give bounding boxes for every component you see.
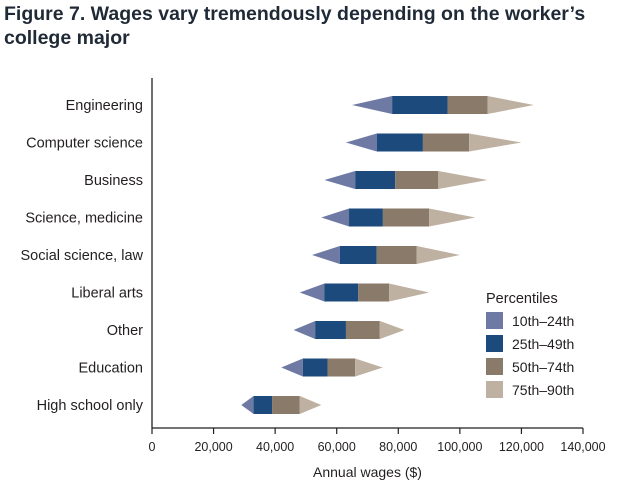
segment-p25-p50-other	[315, 321, 346, 339]
category-label-computer-science: Computer science	[26, 136, 143, 152]
segment-p75-p90-high-school-only	[299, 396, 322, 414]
x-tick-label: 20,000	[194, 440, 232, 454]
category-label-education: Education	[79, 361, 144, 377]
segment-p10-p25-business	[324, 171, 356, 189]
segment-p10-p25-science-medicine	[321, 208, 350, 227]
segment-p75-p90-business	[438, 171, 488, 189]
legend-label-50th-74th: 50th–74th	[512, 359, 574, 375]
segment-p10-p25-computer-science	[345, 133, 377, 152]
segment-p25-p50-engineering	[392, 96, 448, 114]
segment-p75-p90-science-medicine	[429, 208, 476, 227]
segment-p50-p75-business	[395, 171, 439, 189]
category-label-other: Other	[107, 323, 143, 339]
segment-p25-p50-science-medicine	[349, 208, 383, 227]
segment-p50-p75-science-medicine	[382, 208, 430, 227]
x-tick-label: 100,000	[437, 440, 482, 454]
category-label-liberal-arts: Liberal arts	[71, 286, 143, 302]
legend-swatch-75th-90th	[486, 381, 503, 398]
x-tick-label: 60,000	[318, 440, 356, 454]
legend-label-75th-90th: 75th–90th	[512, 382, 574, 398]
segment-p75-p90-education	[355, 358, 383, 377]
segment-p75-p90-social-science-law	[416, 246, 460, 264]
segment-p50-p75-engineering	[447, 96, 488, 114]
segment-p75-p90-computer-science	[469, 133, 522, 152]
segment-p25-p50-education	[302, 358, 328, 377]
segment-p75-p90-liberal-arts	[389, 283, 430, 302]
segment-p25-p50-computer-science	[376, 133, 423, 152]
segment-p10-p25-social-science-law	[312, 246, 340, 264]
x-tick-label: 120,000	[499, 440, 544, 454]
chart-title: Figure 7. Wages vary tremendously depend…	[4, 3, 586, 49]
x-axis-label: Annual wages ($)	[313, 464, 422, 480]
category-label-high-school-only: High school only	[37, 398, 144, 414]
segment-p25-p50-high-school-only	[253, 396, 273, 414]
segment-p10-p25-high-school-only	[241, 396, 254, 414]
category-label-science-medicine: Science, medicine	[25, 211, 143, 227]
x-tick-label: 140,000	[560, 440, 605, 454]
segment-p50-p75-social-science-law	[376, 246, 417, 264]
category-label-social-science-law: Social science, law	[21, 248, 144, 264]
legend-swatch-25th-49th	[486, 335, 503, 352]
segment-p75-p90-other	[379, 321, 405, 339]
category-label-business: Business	[84, 173, 143, 189]
segment-p25-p50-business	[355, 171, 396, 189]
x-tick-label: 80,000	[379, 440, 417, 454]
segment-p50-p75-high-school-only	[272, 396, 300, 414]
legend-title: Percentiles	[486, 291, 558, 307]
segment-p10-p25-other	[293, 321, 316, 339]
x-tick-label: 0	[149, 440, 156, 454]
segment-p10-p25-liberal-arts	[299, 283, 325, 302]
segment-p50-p75-other	[345, 321, 380, 339]
category-label-engineering: Engineering	[66, 98, 143, 114]
segment-p25-p50-social-science-law	[339, 246, 377, 264]
segment-p50-p75-computer-science	[422, 133, 470, 152]
legend-swatch-10th-24th	[486, 312, 503, 329]
legend-swatch-50th-74th	[486, 358, 503, 375]
segment-p75-p90-engineering	[487, 96, 534, 114]
segment-p10-p25-engineering	[352, 96, 393, 114]
segment-p10-p25-education	[281, 358, 303, 377]
segment-p25-p50-liberal-arts	[324, 283, 359, 302]
legend-label-25th-49th: 25th–49th	[512, 336, 574, 352]
legend-label-10th-24th: 10th–24th	[512, 313, 574, 329]
segment-p50-p75-education	[327, 358, 356, 377]
x-tick-label: 40,000	[256, 440, 294, 454]
segment-p50-p75-liberal-arts	[358, 283, 390, 302]
